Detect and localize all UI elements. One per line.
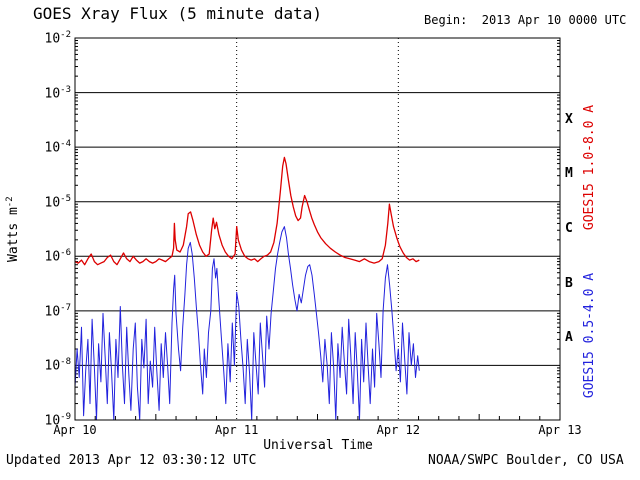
y-tick-label: 10-8: [44, 357, 72, 374]
y-tick-exponent: -2: [60, 30, 71, 40]
y-tick-exponent: -4: [60, 139, 71, 150]
y-axis-title-text: Watts m: [6, 207, 22, 262]
y-tick-label: 10-3: [44, 84, 72, 101]
y-tick-exponent: -5: [60, 193, 71, 204]
series-label-long-channel: GOES15 1.0-8.0 A: [582, 104, 598, 231]
y-axis-title-exponent: -2: [4, 196, 15, 208]
updated-timestamp: Updated 2013 Apr 12 03:30:12 UTC: [6, 453, 257, 468]
x-tick-label: Apr 11: [214, 423, 259, 437]
flare-class-label-b: B: [565, 275, 573, 291]
chart-title: GOES Xray Flux (5 minute data): [33, 4, 322, 23]
y-tick-label: 10-6: [44, 248, 72, 265]
x-tick-label: Apr 10: [53, 423, 97, 437]
flare-class-label-x: X: [565, 111, 573, 127]
series-label-short-channel: GOES15 0.5-4.0 A: [582, 272, 598, 399]
y-tick-label: 10-5: [44, 193, 72, 211]
series-line-short: [74, 226, 420, 421]
y-tick-exponent: -6: [60, 248, 71, 259]
flare-class-label-m: M: [565, 166, 573, 182]
begin-timestamp: Begin: 2013 Apr 10 0000 UTC: [424, 13, 627, 27]
y-tick-label: 10-7: [44, 302, 72, 320]
plot-border: [74, 37, 561, 421]
y-tick-exponent: -9: [60, 412, 71, 422]
series-line-long: [74, 156, 420, 266]
y-tick-label: 10-2: [44, 30, 72, 47]
y-tick-exponent: -3: [60, 84, 71, 95]
y-tick-exponent: -7: [60, 302, 71, 313]
x-tick-label: Apr 13: [538, 423, 582, 437]
y-tick-label: 10-9: [44, 412, 72, 429]
source-credit: NOAA/SWPC Boulder, CO USA: [428, 453, 624, 468]
y-tick-label: 10-4: [44, 139, 72, 156]
flare-class-label-a: A: [565, 330, 573, 346]
flare-class-label-c: C: [565, 221, 573, 236]
x-axis-title: Universal Time: [263, 438, 373, 453]
y-axis-title: Watts m-2: [5, 169, 21, 289]
x-tick-label: Apr 12: [376, 423, 420, 437]
y-tick-exponent: -8: [60, 357, 71, 368]
